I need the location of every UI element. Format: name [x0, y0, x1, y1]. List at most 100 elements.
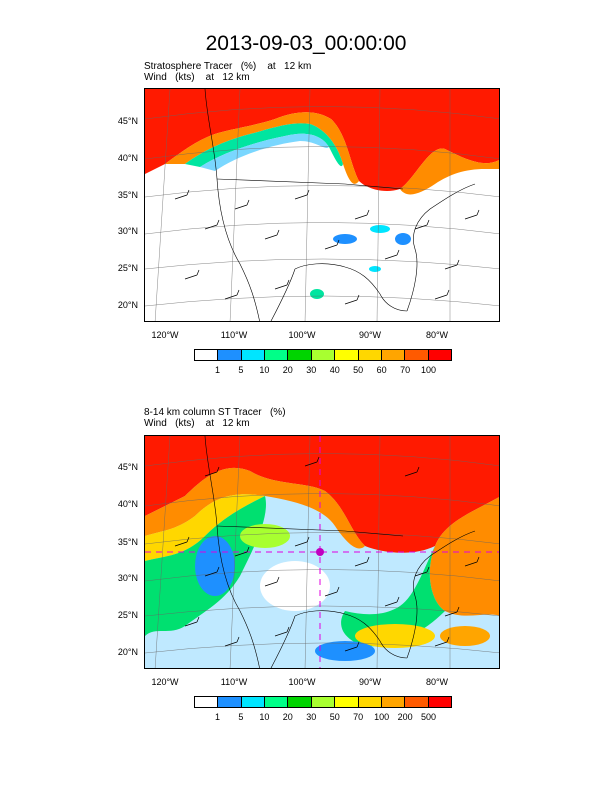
column-tracer-patch	[195, 536, 235, 596]
coastlines	[204, 89, 476, 321]
tracer-edge-orange	[165, 112, 359, 184]
tracer-patch	[369, 266, 381, 272]
column-tracer-patch	[440, 626, 490, 646]
colorbar-tick-label: 60	[376, 365, 387, 375]
colorbar-tick-label: 50	[329, 712, 340, 722]
colorbar-swatch	[241, 350, 266, 360]
colorbar-tick-label: 30	[306, 712, 317, 722]
panel2-lat-label: 45°N	[117, 462, 138, 472]
panel2-lat-label: 40°N	[117, 499, 138, 509]
figure-title: 2013-09-03_00:00:00	[205, 32, 407, 55]
panel1-lon-label: 90°W	[358, 330, 382, 340]
colorbar-tick-label: 100	[421, 365, 437, 375]
colorbar-swatch	[358, 697, 382, 707]
panel2-lon-label: 110°W	[220, 677, 248, 687]
wind-barbs	[174, 456, 480, 652]
colorbar-swatch	[358, 350, 382, 360]
panel2-lat-label: 30°N	[117, 573, 138, 583]
colorbar-tick-label: 100	[374, 712, 390, 722]
panel1-subtitle-line2: Wind (kts) at 12 km	[144, 72, 250, 83]
colorbar-swatch	[428, 350, 451, 360]
colorbar-tick-label: 200	[397, 712, 413, 722]
panel1-map-svg	[145, 89, 499, 321]
colorbar-swatch	[381, 697, 406, 707]
tracer-patch	[333, 234, 357, 244]
colorbar-tick-label: 70	[353, 712, 364, 722]
colorbar-swatch	[428, 697, 451, 707]
colorbar-swatch	[405, 350, 429, 360]
colorbar-swatch	[405, 697, 429, 707]
tracer-patch	[395, 233, 411, 245]
panel2-lat-label: 20°N	[117, 647, 138, 657]
column-tracer-east-green	[341, 546, 445, 647]
panel2-lat-label: 35°N	[117, 537, 138, 547]
panel1-subtitle-line1: Stratosphere Tracer (%) at 12 km	[144, 61, 312, 72]
tracer-patch	[310, 289, 324, 299]
colorbar-swatch	[311, 350, 336, 360]
panel2-subtitle-line1: 8-14 km column ST Tracer (%)	[144, 407, 286, 418]
colorbar-tick-label: 10	[259, 365, 270, 375]
colorbar-swatch	[195, 697, 219, 707]
colorbar-swatch	[218, 350, 242, 360]
colorbar-swatch	[311, 697, 336, 707]
colorbar-tick-label: 20	[282, 365, 293, 375]
colorbar-tick-label: 500	[421, 712, 437, 722]
column-tracer-high	[145, 436, 499, 553]
colorbar-swatch	[381, 350, 406, 360]
graticule	[145, 436, 499, 668]
panel1-lon-label: 100°W	[288, 330, 316, 340]
wind-barbs	[174, 189, 480, 305]
panel1-lat-label: 25°N	[117, 263, 138, 273]
panel2-lon-label: 100°W	[288, 677, 316, 687]
colorbar-tick-label: 10	[259, 712, 270, 722]
colorbar-swatch	[195, 350, 219, 360]
panel1-lat-label: 40°N	[117, 153, 138, 163]
colorbar-swatch	[265, 350, 289, 360]
tracer-patch	[370, 225, 390, 233]
panel2-lon-label: 90°W	[358, 677, 382, 687]
panel2-lon-label: 80°W	[425, 677, 449, 687]
column-tracer-orange	[145, 467, 365, 549]
panel2-subtitle-line2: Wind (kts) at 12 km	[144, 418, 250, 429]
colorbar-tick-label: 1	[214, 712, 220, 722]
colorbar-swatch	[218, 697, 242, 707]
colorbar-tick-label: 40	[329, 365, 340, 375]
panel2-lat-label: 25°N	[117, 610, 138, 620]
panel2-colorbar	[194, 696, 452, 708]
panel1-lon-label: 110°W	[220, 330, 248, 340]
graticule	[145, 89, 499, 321]
colorbar-tick-label: 5	[238, 365, 244, 375]
panel2-lon-label: 120°W	[151, 677, 179, 687]
panel1-lat-label: 20°N	[117, 300, 138, 310]
coastlines	[204, 436, 476, 668]
colorbar-swatch	[335, 697, 359, 707]
panel2-map	[144, 435, 500, 669]
column-tracer-east	[429, 497, 499, 616]
colorbar-swatch	[288, 350, 312, 360]
panel1-lon-label: 80°W	[425, 330, 449, 340]
panel1-colorbar	[194, 349, 452, 361]
tracer-edge-green	[185, 123, 343, 167]
colorbar-tick-label: 1	[214, 365, 220, 375]
panel1-map	[144, 88, 500, 322]
site-marker	[316, 548, 324, 556]
colorbar-swatch	[288, 697, 312, 707]
panel2-map-svg	[145, 436, 499, 668]
panel1-lon-label: 120°W	[151, 330, 179, 340]
panel1-lat-label: 45°N	[117, 116, 138, 126]
colorbar-swatch	[335, 350, 359, 360]
tracer-edge-blue	[200, 133, 329, 171]
tracer-high-region	[145, 89, 499, 191]
colorbar-tick-label: 20	[282, 712, 293, 722]
colorbar-tick-label: 5	[238, 712, 244, 722]
colorbar-swatch	[241, 697, 266, 707]
colorbar-tick-label: 70	[400, 365, 411, 375]
panel1-lat-label: 35°N	[117, 190, 138, 200]
colorbar-tick-label: 30	[306, 365, 317, 375]
column-tracer-patch	[260, 561, 330, 611]
panel1-lat-label: 30°N	[117, 226, 138, 236]
column-tracer-yellow	[145, 494, 265, 561]
colorbar-tick-label: 50	[353, 365, 364, 375]
colorbar-swatch	[265, 697, 289, 707]
column-tracer-patch	[240, 524, 290, 548]
